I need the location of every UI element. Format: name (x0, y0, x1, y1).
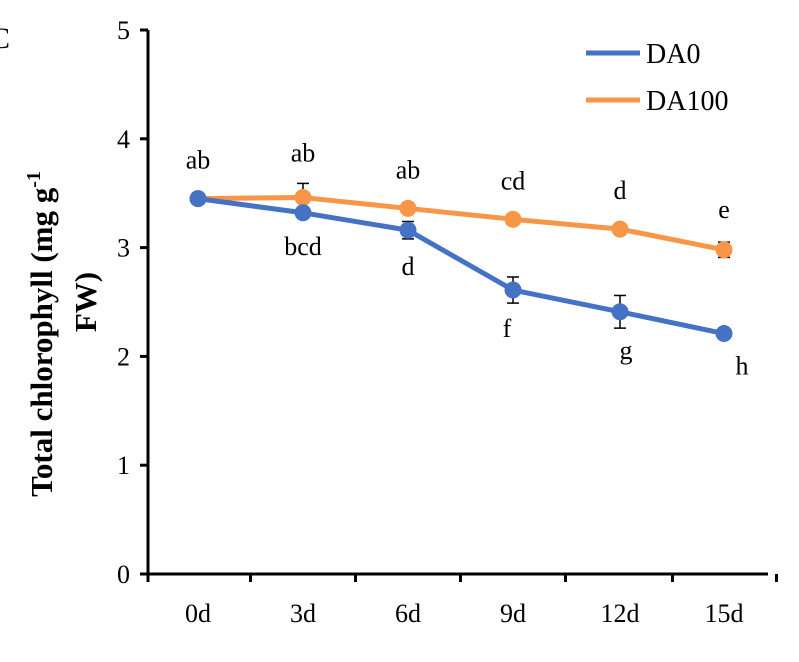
data-point (504, 281, 522, 299)
y-axis-label: Total chlorophyll (mg g-1 (23, 171, 59, 497)
data-point (504, 210, 522, 228)
y-axis-label-main: Total chlorophyll (mg g (24, 187, 59, 497)
y-tick-label: 1 (117, 451, 130, 480)
x-tick-label: 9d (500, 599, 526, 628)
data-point (189, 190, 207, 208)
data-point (611, 303, 629, 321)
significance-label: e (718, 195, 730, 224)
series-line-da100 (197, 195, 725, 253)
significance-label: f (503, 314, 512, 343)
significance-labels: ab ab ab cd d e bcd d f g h (186, 139, 749, 381)
data-point (611, 220, 629, 238)
significance-label: ab (291, 139, 316, 168)
x-tick-label: 3d (290, 599, 316, 628)
x-tick-label: 6d (395, 599, 421, 628)
data-point (715, 241, 733, 259)
significance-label: ab (396, 155, 421, 184)
y-tick-labels: 0 1 2 3 4 5 (117, 16, 130, 589)
series-da0 (189, 190, 733, 343)
y-tick-label: 0 (117, 560, 130, 589)
axes (140, 28, 778, 582)
y-axis-label-superscript: -1 (23, 171, 45, 188)
significance-label: g (620, 336, 633, 365)
y-axis-label-line2: FW) (68, 272, 103, 332)
series-da100 (189, 182, 733, 259)
significance-label: d (614, 176, 627, 205)
significance-label: bcd (284, 232, 322, 261)
significance-label: d (402, 252, 415, 281)
panel-label: C (0, 22, 10, 55)
significance-label: cd (501, 166, 526, 195)
x-tick-labels: 0d 3d 6d 9d 12d 15d (185, 599, 744, 628)
legend: DA0 DA100 (586, 39, 728, 117)
y-tick-label: 3 (117, 234, 130, 263)
series-line-da0 (197, 196, 725, 336)
y-tick-label: 5 (117, 16, 130, 45)
y-axis-title: Total chlorophyll (mg g-1 FW) (23, 171, 103, 497)
x-tick-label: 12d (601, 599, 640, 628)
data-point (294, 189, 312, 207)
legend-label: DA0 (646, 39, 700, 70)
data-point (715, 325, 733, 343)
x-tick-label: 15d (705, 599, 744, 628)
y-tick-label: 4 (117, 125, 130, 154)
significance-label: ab (186, 146, 211, 175)
x-tick-label: 0d (185, 599, 211, 628)
legend-label: DA100 (646, 86, 728, 117)
y-tick-label: 2 (117, 342, 130, 371)
series (189, 182, 733, 343)
data-point (399, 199, 417, 217)
data-point (399, 221, 417, 239)
data-point (294, 204, 312, 222)
significance-label: h (736, 352, 749, 381)
